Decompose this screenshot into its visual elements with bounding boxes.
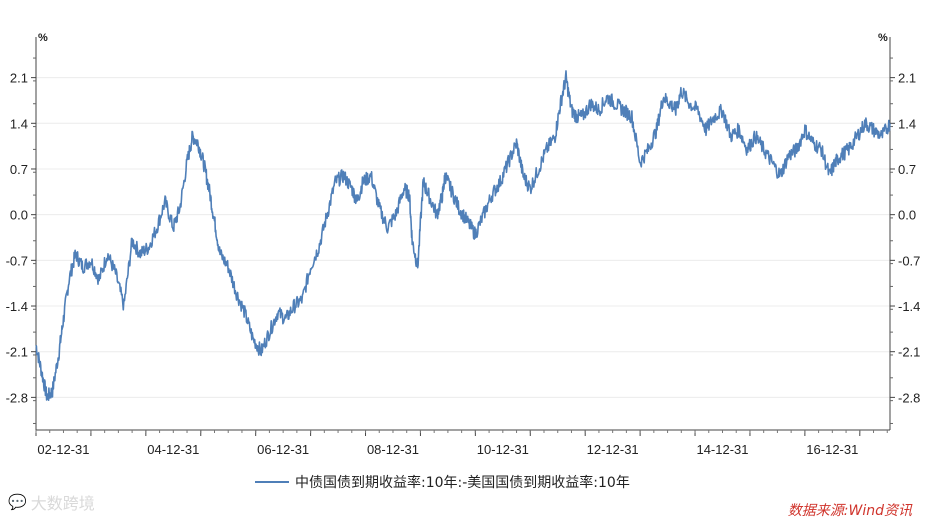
legend-label: 中债国债到期收益率:10年:-美国国债到期收益率:10年 [295, 475, 630, 491]
y-tick-label-left: -1.4 [6, 299, 28, 314]
x-tick-label: 16-12-31 [806, 442, 858, 457]
x-tick-label: 08-12-31 [367, 442, 419, 457]
y-tick-label-right: -0.7 [898, 253, 920, 268]
watermark: 💬 大数跨境 [8, 490, 95, 514]
y-tick-label-right: 0.7 [898, 162, 916, 177]
wechat-icon: 💬 [8, 493, 27, 511]
gridlines [36, 77, 890, 398]
legend: 中债国债到期收益率:10年:-美国国债到期收益率:10年 [255, 472, 630, 492]
x-tick-label: 04-12-31 [147, 442, 199, 457]
line-chart: 2.1 2.1 1.4 1.4 0.7 0.7 0.0 0.0 -0.7 -0.7 -1.4 -1.4… [6, 32, 921, 457]
series-line [35, 70, 891, 402]
y-tick-label-left: 0.0 [10, 208, 28, 223]
x-tick-label: 02-12-31 [37, 442, 89, 457]
right-unit-label: % [878, 32, 888, 44]
watermark-text: 大数跨境 [30, 494, 95, 513]
y-tick-label-left: 2.1 [10, 71, 28, 86]
y-tick-label-right: -2.1 [898, 345, 920, 360]
ticks: 2.1 2.1 1.4 1.4 0.7 0.7 0.0 0.0 -0.7 -0.7 -1.4 -1.4… [6, 57, 920, 457]
left-unit-label: % [38, 32, 48, 44]
y-tick-label-right: -1.4 [898, 299, 920, 314]
legend-swatch [255, 481, 289, 483]
y-tick-label-left: 1.4 [10, 116, 28, 131]
y-tick-label-right: 1.4 [898, 116, 916, 131]
y-tick-label-left: -0.7 [6, 253, 28, 268]
x-tick-label: 10-12-31 [477, 442, 529, 457]
y-tick-label-right: -2.8 [898, 390, 920, 405]
y-tick-label-left: 0.7 [10, 162, 28, 177]
x-tick-label: 12-12-31 [587, 442, 639, 457]
source-note: 数据来源:Wind资讯 [787, 503, 912, 519]
y-tick-label-left: -2.8 [6, 390, 28, 405]
axes [35, 37, 891, 431]
y-tick-label-left: -2.1 [6, 345, 28, 360]
x-tick-label: 14-12-31 [696, 442, 748, 457]
x-tick-label: 06-12-31 [257, 442, 309, 457]
y-tick-label-right: 2.1 [898, 71, 916, 86]
series-layer [35, 70, 891, 402]
y-tick-label-right: 0.0 [898, 208, 916, 223]
